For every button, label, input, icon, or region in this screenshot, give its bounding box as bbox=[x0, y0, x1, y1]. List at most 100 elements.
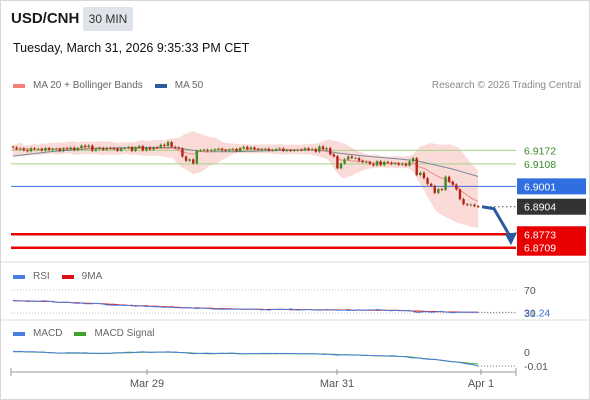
candle bbox=[285, 148, 289, 153]
candle bbox=[192, 158, 195, 165]
candle bbox=[199, 148, 202, 153]
candle-body bbox=[148, 147, 152, 150]
candle-body bbox=[195, 150, 199, 164]
candle bbox=[444, 175, 447, 192]
ma50-line bbox=[12, 147, 479, 177]
candle bbox=[76, 146, 80, 152]
candle bbox=[116, 147, 119, 152]
pivot-label: 6.9001 bbox=[524, 181, 556, 193]
candle bbox=[11, 145, 15, 149]
candle-body bbox=[350, 156, 354, 158]
candle-body bbox=[80, 145, 83, 149]
candle bbox=[292, 148, 296, 152]
candle bbox=[354, 156, 357, 160]
candle-body bbox=[419, 172, 422, 175]
candle bbox=[184, 155, 188, 162]
candle-body bbox=[282, 148, 285, 151]
candle-body bbox=[73, 147, 76, 150]
candle-body bbox=[188, 159, 191, 161]
candle bbox=[429, 182, 433, 188]
candle-body bbox=[354, 157, 357, 159]
candle bbox=[260, 148, 263, 151]
candle-body bbox=[393, 163, 397, 165]
rsi-legend-label: RSI bbox=[33, 271, 50, 282]
candle bbox=[343, 158, 346, 165]
candle-body bbox=[264, 148, 267, 150]
candle bbox=[465, 202, 469, 207]
candle bbox=[365, 160, 368, 164]
candle bbox=[33, 147, 36, 151]
candle bbox=[15, 146, 18, 151]
forecast-arrow-shaft bbox=[481, 205, 512, 238]
candle bbox=[372, 162, 375, 167]
candle bbox=[264, 147, 267, 151]
candle-body bbox=[458, 189, 462, 200]
candle bbox=[397, 161, 400, 166]
candle-body bbox=[130, 147, 134, 151]
candle-body bbox=[368, 161, 372, 164]
candle bbox=[181, 147, 184, 158]
candle bbox=[325, 146, 328, 151]
last-price-box bbox=[517, 198, 586, 215]
candle bbox=[65, 147, 69, 151]
candle-body bbox=[256, 149, 260, 150]
candle-body bbox=[386, 161, 390, 163]
ma50-legend-swatch bbox=[154, 83, 167, 88]
candle-body bbox=[228, 149, 231, 151]
candle bbox=[282, 147, 285, 153]
candle bbox=[134, 146, 137, 153]
candle bbox=[462, 197, 465, 206]
candle bbox=[318, 145, 321, 153]
candle bbox=[332, 153, 336, 158]
candle bbox=[177, 146, 181, 150]
candle-body bbox=[155, 147, 159, 149]
candle-body bbox=[15, 147, 18, 149]
macd-tick-label: -0.01 bbox=[524, 361, 548, 373]
candle bbox=[426, 176, 429, 186]
candle-body bbox=[285, 150, 289, 152]
ma20-legend-swatch bbox=[13, 83, 25, 88]
candle-body bbox=[271, 149, 274, 151]
candle-body bbox=[65, 148, 69, 150]
candle bbox=[242, 145, 245, 150]
candle-body bbox=[55, 148, 58, 150]
pivot-label-box bbox=[517, 178, 586, 195]
level-label: 6.9172 bbox=[524, 145, 556, 157]
candle bbox=[94, 147, 98, 152]
target-label-box bbox=[517, 239, 586, 256]
candle bbox=[379, 160, 382, 167]
candle bbox=[109, 146, 112, 150]
candle-body bbox=[375, 161, 379, 166]
candle bbox=[130, 145, 134, 153]
candle bbox=[224, 148, 227, 152]
macd-legend: MACD MACD Signal bbox=[13, 328, 154, 339]
candle bbox=[202, 148, 206, 152]
candle-body bbox=[429, 183, 433, 186]
candle-body bbox=[112, 148, 116, 150]
candle bbox=[213, 148, 217, 152]
candle-body bbox=[109, 148, 112, 149]
candle bbox=[26, 148, 29, 153]
level-blue-2: 6.9001 bbox=[11, 178, 586, 195]
candle-body bbox=[332, 154, 336, 157]
time-axis-label: Apr 1 bbox=[468, 378, 494, 390]
candle-body bbox=[58, 148, 62, 152]
candle bbox=[404, 162, 408, 167]
timeframe-badge[interactable]: 30 MIN bbox=[83, 7, 133, 31]
candle bbox=[253, 146, 256, 151]
macd-signal-legend-label: MACD Signal bbox=[94, 328, 155, 339]
candle bbox=[390, 161, 393, 166]
candle-body bbox=[397, 163, 400, 165]
candle-body bbox=[166, 142, 170, 147]
candle-body bbox=[224, 150, 227, 152]
candle-body bbox=[347, 156, 350, 160]
candle bbox=[58, 147, 62, 153]
candle bbox=[166, 140, 170, 148]
candle-body bbox=[289, 150, 292, 152]
candle-body bbox=[292, 150, 296, 152]
candle-body bbox=[94, 149, 98, 151]
candle-body bbox=[447, 176, 451, 182]
candle-body bbox=[105, 148, 108, 150]
candle bbox=[19, 147, 22, 151]
